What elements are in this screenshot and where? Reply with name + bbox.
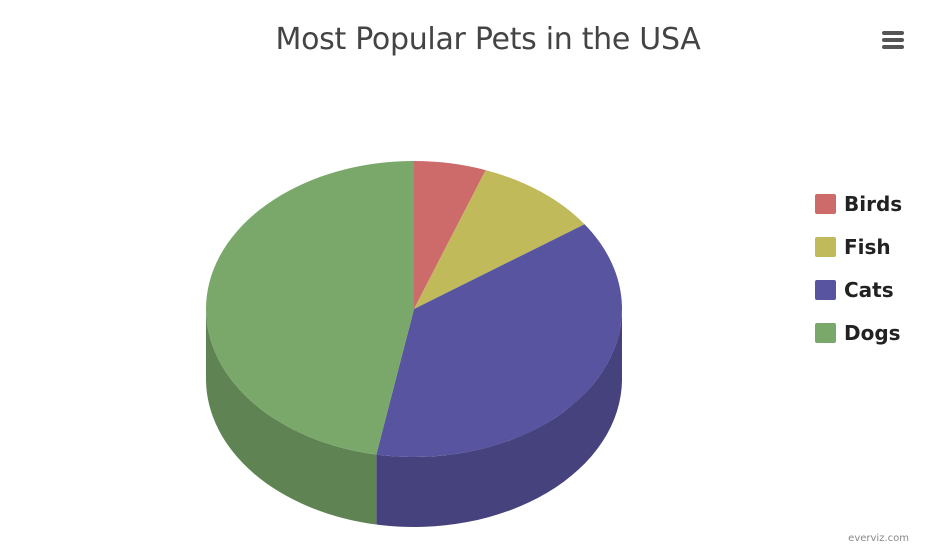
pie-side-cats[interactable] [376, 309, 622, 527]
legend-label: Cats [844, 278, 894, 302]
chart-title: Most Popular Pets in the USA [275, 22, 701, 57]
legend-label: Fish [844, 235, 891, 259]
chart-menu-icon[interactable] [878, 28, 908, 52]
pie-slice-fish[interactable] [414, 170, 585, 309]
legend-label: Birds [844, 192, 903, 216]
pie-slice-birds[interactable] [414, 161, 486, 309]
legend-swatch [815, 280, 836, 300]
pie-slice-dogs[interactable] [205, 161, 414, 455]
legend-label: Dogs [844, 321, 901, 345]
credits-link[interactable]: everviz.com [848, 533, 909, 544]
legend-swatch [815, 323, 836, 343]
pie-side-dogs[interactable] [206, 309, 377, 525]
pie-slice-cats[interactable] [376, 224, 622, 457]
legend-swatch [815, 194, 836, 214]
legend-swatch [815, 237, 836, 257]
